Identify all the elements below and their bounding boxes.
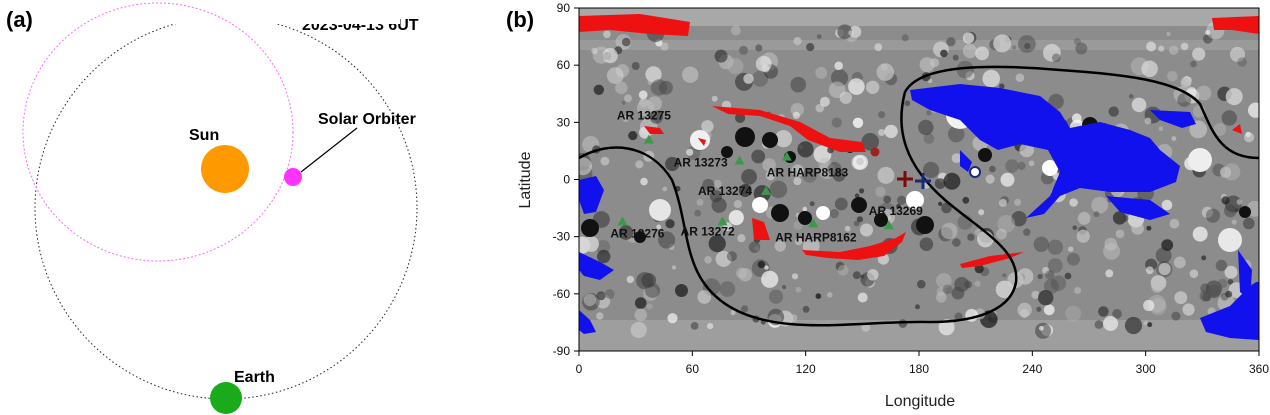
active-region-triangle — [883, 220, 894, 230]
active-region-triangle — [734, 155, 745, 165]
y-tick-label: 60 — [557, 58, 571, 72]
y-tick-label: 30 — [557, 115, 571, 129]
active-region-triangle — [643, 134, 654, 144]
negative-open-field-regions — [579, 84, 1259, 340]
y-axis-label: Latitude — [517, 151, 534, 208]
panel-b-label: (b) — [506, 7, 534, 32]
plus-marker-red — [897, 171, 913, 187]
active-region-label: AR 13275 — [617, 109, 671, 123]
active-region-triangle — [717, 216, 728, 226]
x-tick-label: 180 — [909, 362, 929, 376]
x-tick-label: 0 — [576, 362, 583, 376]
y-tick-label: 90 — [557, 1, 571, 15]
active-region-triangle — [761, 185, 771, 195]
active-region-triangle — [808, 218, 819, 228]
panel-b-synoptic-map: (b) — [506, 1, 1269, 410]
active-region-triangle — [781, 151, 792, 161]
y-tick-label: -60 — [553, 287, 571, 301]
active-region-triangle — [617, 216, 628, 226]
magnetogram-map: AR 13275 AR 13273 AR HARP8183 AR 13274 AR 13… — [579, 8, 1259, 351]
earth-label: Earth — [234, 369, 275, 386]
active-region-label: AR 13273 — [674, 155, 728, 169]
x-tick-label: 120 — [796, 362, 816, 376]
y-tick-label: -30 — [553, 230, 571, 244]
active-region-label: AR 13276 — [610, 226, 664, 240]
solar-orbiter-pointer — [300, 127, 358, 173]
active-region-label: AR HARP8183 — [767, 166, 849, 180]
y-tick-label: 0 — [563, 173, 570, 187]
positive-open-field-regions — [579, 14, 1259, 268]
active-region-label: AR HARP8162 — [775, 230, 857, 244]
plus-marker-blue — [915, 173, 931, 189]
x-tick-label: 60 — [686, 362, 700, 376]
earth-orbit — [34, 16, 418, 400]
x-tick-label: 300 — [1136, 362, 1156, 376]
solar-orbiter-icon — [284, 168, 302, 186]
dark-red-dot-marker — [870, 147, 880, 157]
panel-a-label: (a) — [6, 7, 33, 32]
sun-icon — [201, 145, 249, 193]
polarity-inversion-line — [579, 65, 1259, 327]
sun-label: Sun — [189, 127, 219, 144]
solar-orbiter-orbit — [22, 2, 294, 262]
earth-icon — [210, 382, 242, 414]
x-tick-label: 240 — [1022, 362, 1042, 376]
x-axis-label: Longitude — [885, 393, 955, 410]
panel-a-orbit-diagram: (a) 2023-04-13 6UT Sun Solar Orbiter Ear… — [6, 0, 419, 414]
solar-orbiter-label: Solar Orbiter — [318, 111, 416, 128]
x-tick-label: 360 — [1249, 362, 1269, 376]
active-region-label: AR 13269 — [869, 204, 923, 218]
active-region-markers: AR 13275 AR 13273 AR HARP8183 AR 13274 AR 13… — [610, 109, 923, 245]
active-region-label: AR 13274 — [698, 184, 752, 198]
active-region-label: AR 13272 — [681, 224, 735, 238]
y-tick-label: -90 — [553, 344, 571, 358]
open-circle-marker — [969, 166, 981, 178]
